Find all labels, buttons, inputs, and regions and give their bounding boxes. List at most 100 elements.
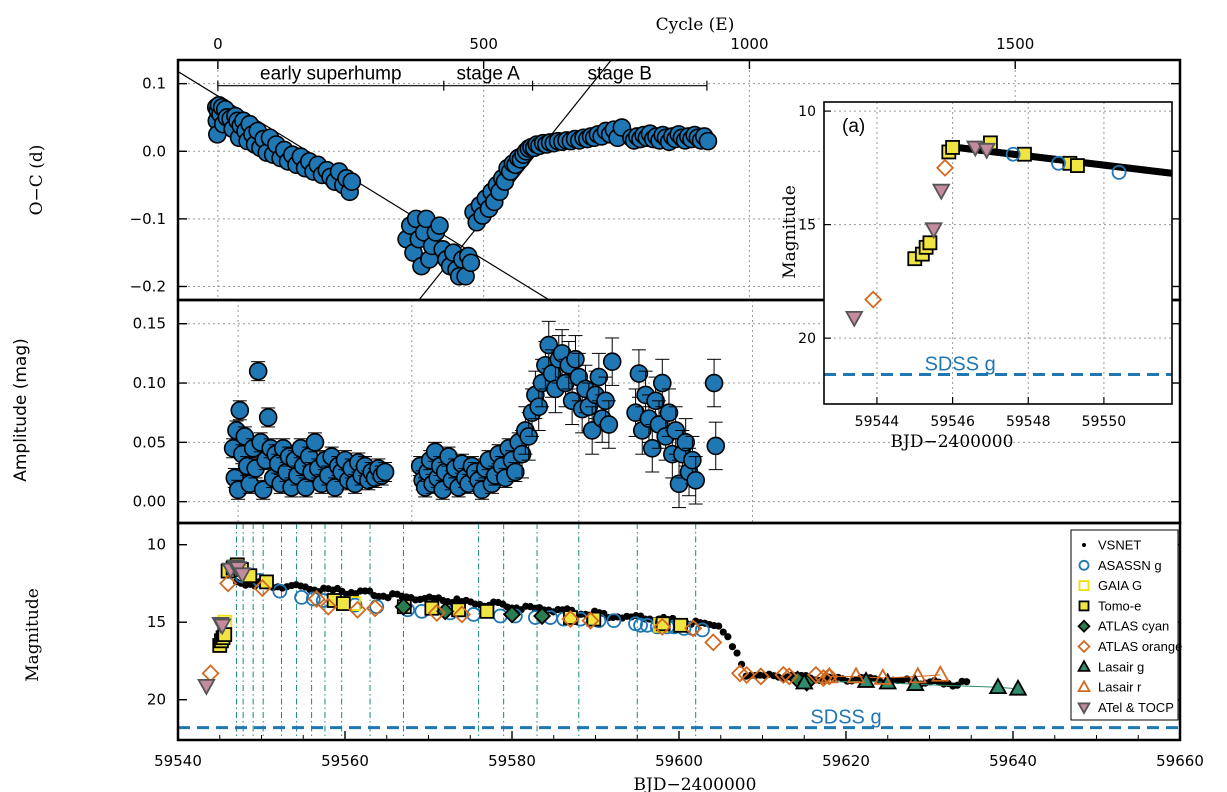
- lc-point-atel-tocp: [197, 679, 216, 696]
- oc-point: [342, 172, 362, 191]
- lc-point-atlas-orange: [219, 574, 238, 593]
- lc-legend-label: ATel & TOCP: [1098, 700, 1174, 715]
- lc-point-tomo-e: [424, 600, 440, 616]
- lc-point-lasair-g: [794, 672, 814, 690]
- lc-point-atlas-orange: [774, 665, 793, 684]
- amp-point: [686, 470, 706, 490]
- lc-lasair-r-line: [829, 674, 941, 679]
- lc-point-lasair-r: [846, 666, 866, 684]
- lc-point-atlas-orange: [684, 619, 703, 638]
- oc-y-tick-label: −0.2: [130, 277, 166, 295]
- lc-legend-marker-atel-tocp: [1077, 702, 1091, 715]
- lc-point-vsnet: [719, 628, 727, 636]
- lc-point-atlas-orange: [348, 600, 367, 619]
- lc-legend-marker-atlas-orange: [1077, 639, 1091, 654]
- inset-sdss-label: SDSS g: [925, 353, 996, 375]
- lc-point-lasair-r: [873, 668, 893, 685]
- amp-point: [258, 408, 278, 427]
- inset-point-atlas-orange: [935, 158, 955, 177]
- inset-panel-label: (a): [842, 116, 865, 137]
- lc-point-asassn-g: [305, 591, 321, 607]
- lc-legend-label: VSNET: [1098, 538, 1141, 553]
- lc-point-atlas-orange: [820, 667, 839, 686]
- lc-point-lasair-r: [908, 666, 928, 684]
- amp-point: [676, 433, 695, 452]
- lc-legend-label: GAIA G: [1098, 578, 1142, 593]
- lc-series-lasair-r: [819, 664, 950, 685]
- lc-y-tick-label: 10: [147, 536, 166, 554]
- oc-annotation-label: stage B: [588, 64, 652, 85]
- lc-sdss-label: SDSS g: [810, 707, 881, 729]
- lc-legend-label: Lasair r: [1098, 680, 1142, 695]
- amplitude-y-label: Amplitude (mag): [11, 338, 31, 482]
- inset-point-vsnet: [1167, 169, 1172, 177]
- lc-point-tomo-e: [335, 596, 351, 611]
- lc-point-asassn-g: [694, 622, 710, 638]
- lc-point-atlas-orange: [561, 610, 580, 629]
- lc-series-lasair-g: [794, 671, 1028, 696]
- oc-annotation-label: stage A: [456, 64, 520, 85]
- amp-point: [629, 364, 649, 383]
- inset-point-asassn-g: [1051, 155, 1066, 171]
- lc-y-tick-label: 15: [147, 613, 166, 631]
- lc-point-atlas-orange: [751, 667, 770, 686]
- lc-legend-marker-asassn-g: [1078, 559, 1090, 571]
- lc-legend-label: ATLAS orange: [1098, 639, 1182, 654]
- oc-top-tick-label: 0: [213, 35, 223, 53]
- amp-point: [566, 350, 585, 369]
- amp-point: [375, 462, 395, 482]
- amp-y-tick-label: 0.05: [133, 433, 166, 451]
- inset-point-atlas-orange: [864, 290, 883, 309]
- lc-point-atel-tocp: [232, 567, 252, 585]
- oc-y-label: O−C (d): [27, 145, 47, 216]
- lc-point-atlas-orange: [737, 665, 756, 684]
- lc-point-vsnet: [366, 587, 374, 595]
- lc-point-atlas-cyan: [394, 597, 413, 616]
- lc-legend-label: ATLAS cyan: [1098, 619, 1169, 634]
- lc-legend-marker-lasair-r: [1077, 679, 1091, 693]
- lc-legend-marker-vsnet: [1081, 542, 1087, 548]
- lc-series-atel-tocp: [197, 559, 252, 696]
- lc-frame: [176, 521, 1182, 742]
- light-curve-y-label: Magnitude: [23, 588, 43, 682]
- amp-point: [706, 436, 726, 456]
- inset-y-label: Magnitude: [780, 185, 800, 279]
- oc-y-tick-label: 0.0: [142, 142, 166, 160]
- lc-point-atlas-orange: [704, 633, 723, 652]
- oc-fit-lines: [178, 60, 612, 300]
- oc-point: [461, 253, 481, 273]
- inset-x-tick-label: 59544: [855, 414, 900, 430]
- inset-x-tick-label: 59548: [1006, 414, 1051, 430]
- lc-point-atlas-orange: [253, 579, 272, 598]
- lc-legend-marker-tomo-e: [1078, 600, 1090, 612]
- inset-point-tomo-e: [945, 140, 961, 155]
- lc-legend-label: Lasair g: [1098, 659, 1144, 674]
- lc-point-lasair-r: [931, 664, 950, 682]
- lc-point-atel-tocp: [212, 618, 232, 636]
- inset-x-label: BJD−2400000: [891, 432, 1014, 452]
- amp-point: [230, 401, 250, 420]
- lc-x-tick-label: 59560: [321, 752, 369, 770]
- lc-x-tick-label: 59620: [822, 752, 870, 770]
- lc-point-asassn-g: [272, 583, 288, 599]
- amp-point: [602, 352, 622, 371]
- lc-point-lasair-r: [819, 666, 839, 684]
- oc-point: [430, 216, 449, 235]
- lc-x-tick-label: 59600: [655, 752, 703, 770]
- amp-point: [652, 373, 672, 393]
- lc-x-tick-label: 59540: [154, 752, 202, 770]
- amp-point: [683, 450, 702, 470]
- lc-legend-marker-gaia-g: [1078, 580, 1090, 591]
- bottom-axis-label: BJD−2400000: [634, 775, 757, 792]
- lc-point-lasair-g: [988, 677, 1008, 695]
- lc-x-tick-label: 59580: [488, 752, 536, 770]
- inset-point-atel-tocp: [844, 310, 864, 328]
- lc-legend-marker-atlas-cyan: [1077, 619, 1091, 633]
- amp-points: [223, 320, 726, 509]
- amp-y-tick-label: 0.15: [133, 315, 166, 333]
- amp-y-tick-label: 0.10: [133, 374, 166, 392]
- amp-point: [582, 421, 602, 440]
- inset-point-atel-tocp: [924, 222, 944, 240]
- lc-point-atlas-orange: [307, 589, 326, 609]
